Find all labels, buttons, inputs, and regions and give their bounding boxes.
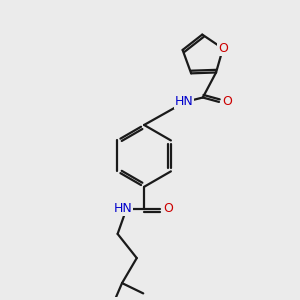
Text: HN: HN (113, 202, 132, 215)
Text: O: O (222, 95, 232, 108)
Text: O: O (218, 42, 228, 55)
Text: O: O (164, 202, 173, 215)
Text: HN: HN (174, 95, 193, 108)
